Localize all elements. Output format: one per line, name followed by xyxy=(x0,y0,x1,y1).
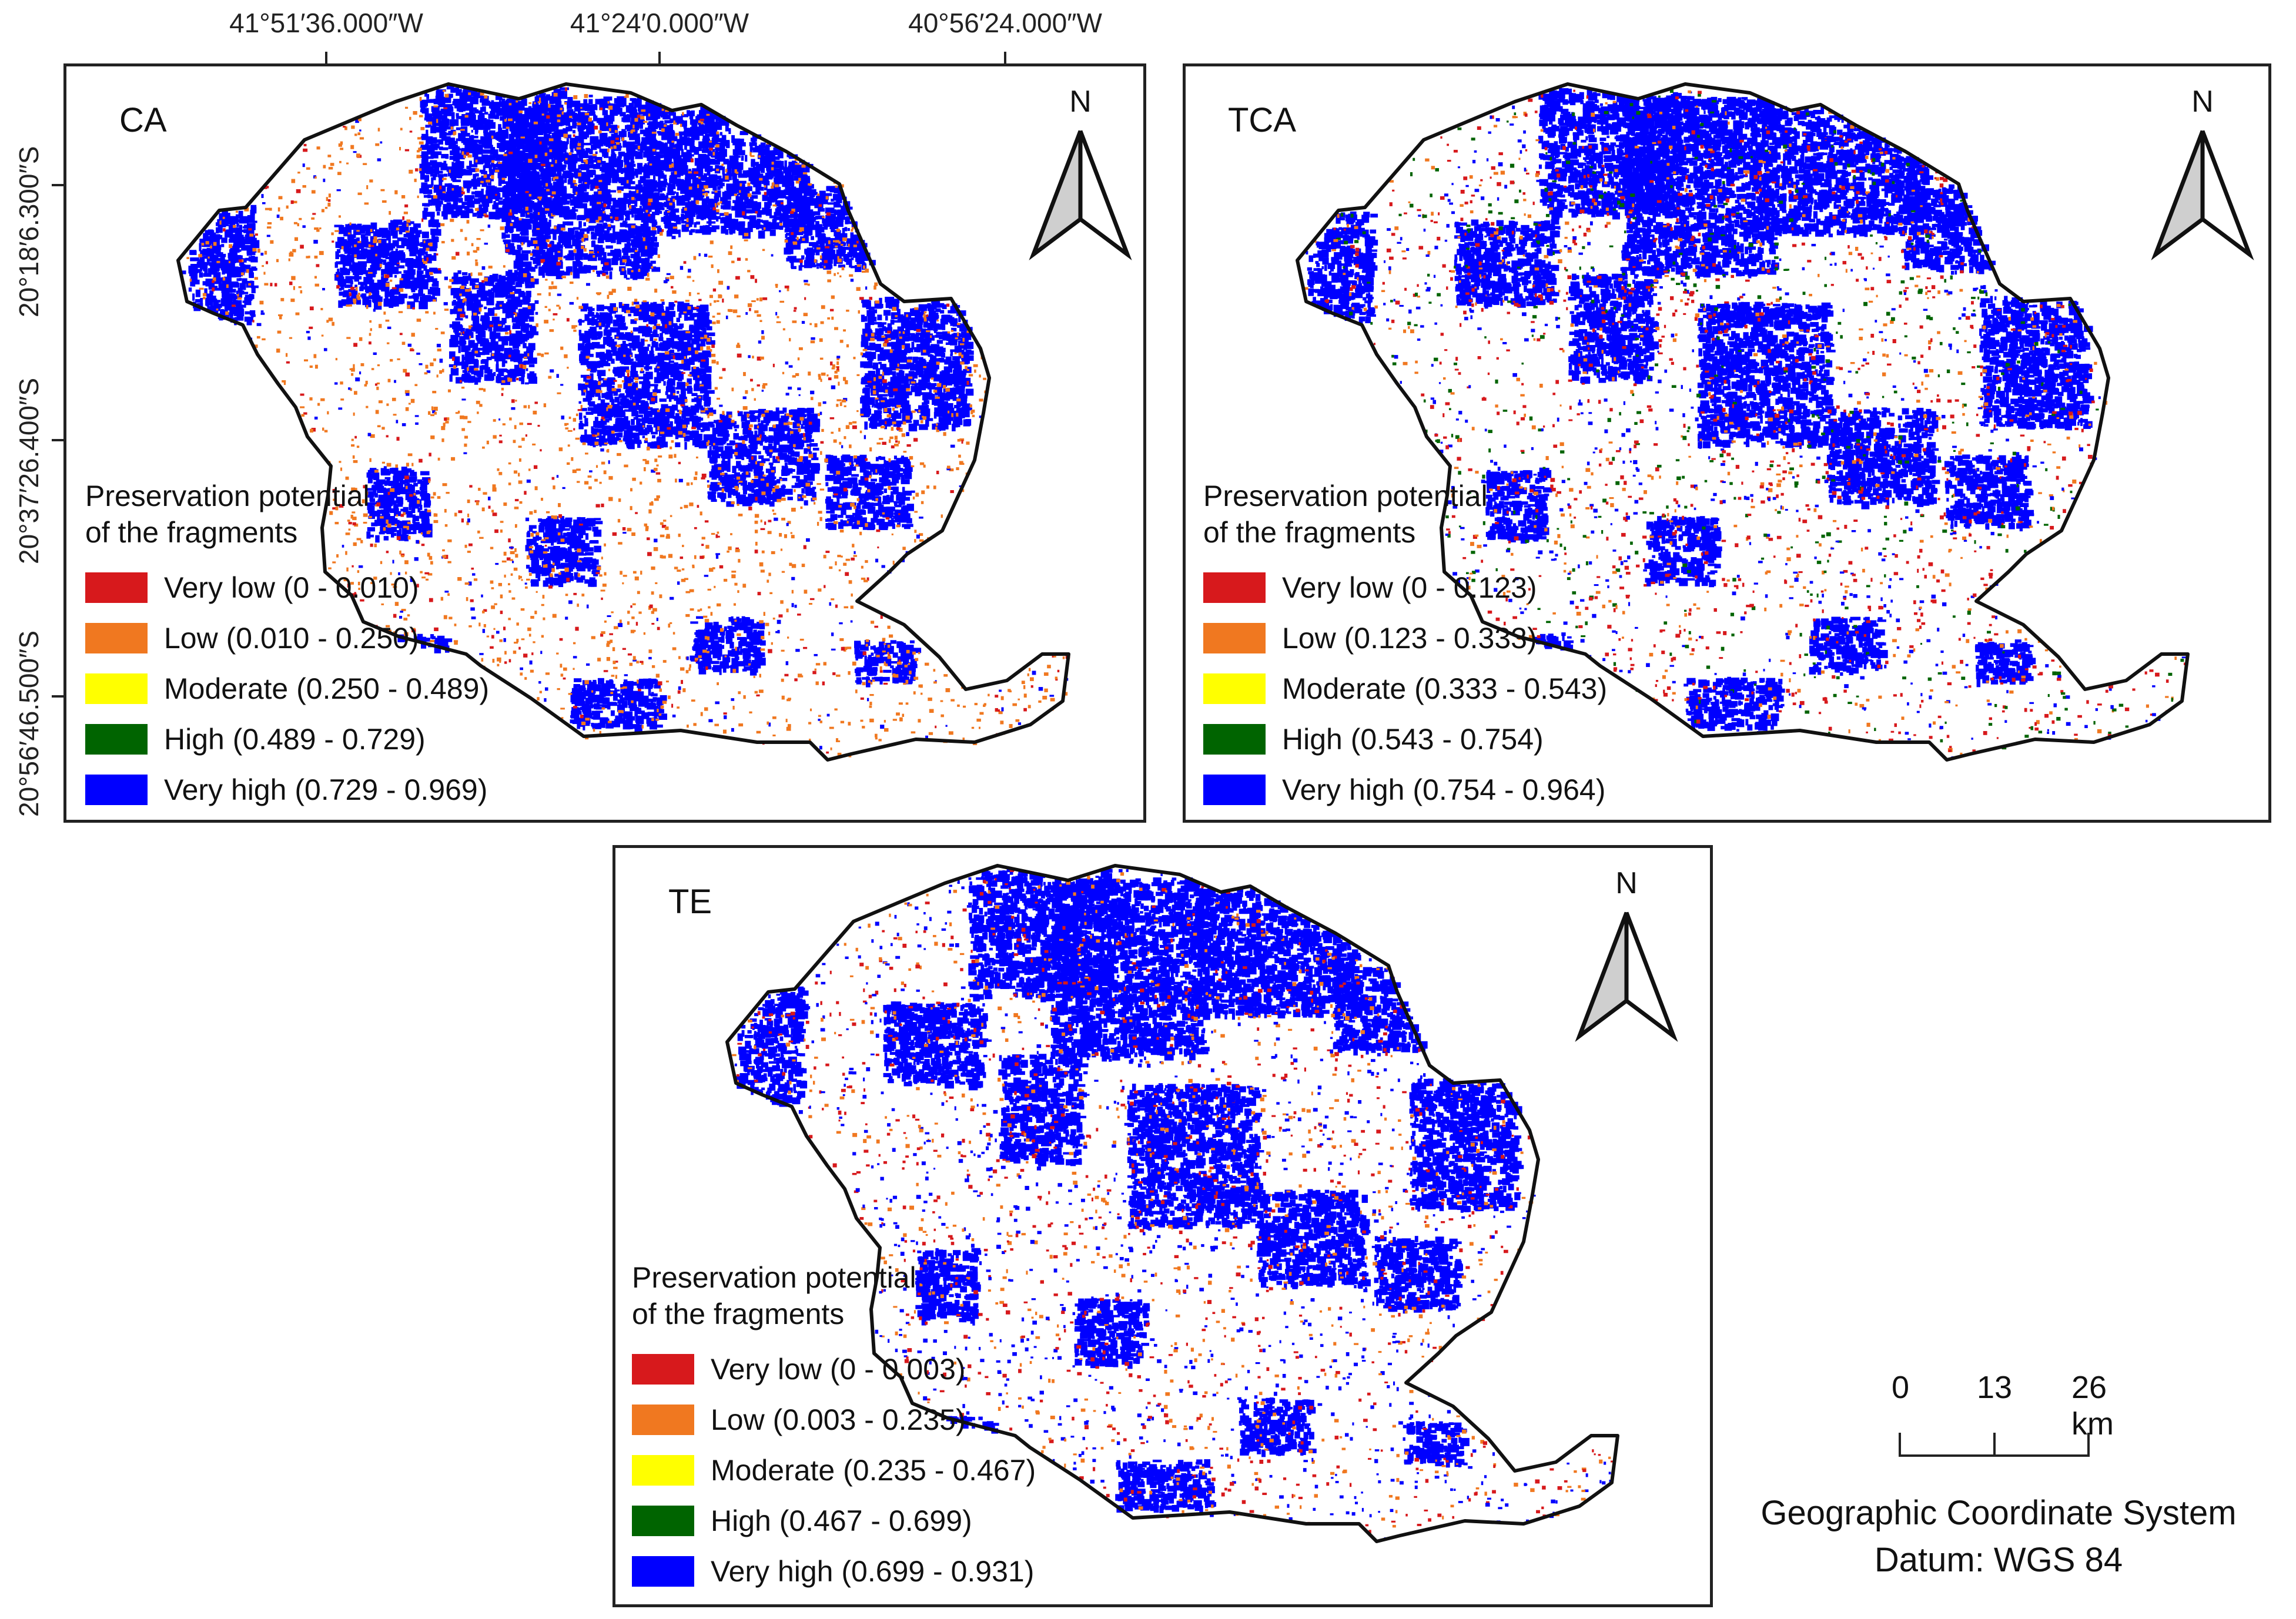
legend-swatch xyxy=(85,724,148,755)
legend-item-moderate: Moderate (0.235 - 0.467) xyxy=(632,1445,1036,1496)
legend-item-very-high: Very high (0.729 - 0.969) xyxy=(85,765,489,815)
north-letter: N xyxy=(1027,84,1133,119)
legend-swatch xyxy=(632,1556,694,1587)
legend-swatch xyxy=(85,572,148,603)
credits-line2: Datum: WGS 84 xyxy=(1722,1537,2275,1584)
legend-ca: Preservation potential of the fragments … xyxy=(85,478,489,815)
legend-label: Very high (0.754 - 0.964) xyxy=(1282,773,1605,807)
legend-label: Low (0.010 - 0.250) xyxy=(164,621,419,655)
longitude-tick-3 xyxy=(1004,52,1006,65)
latitude-tick-1 xyxy=(52,184,65,186)
legend-label: Moderate (0.235 - 0.467) xyxy=(711,1453,1036,1487)
legend-swatch xyxy=(632,1354,694,1385)
map-panel-ca: CA N Preservation potential of the fragm… xyxy=(63,63,1146,823)
basin-boundary xyxy=(1296,82,2190,762)
legend-label: High (0.467 - 0.699) xyxy=(711,1504,972,1538)
legend-title-line1: Preservation potential xyxy=(85,478,489,514)
legend-label: Very low (0 - 0.010) xyxy=(164,571,419,605)
latitude-label-2: 20°37′26.400″S xyxy=(13,378,45,564)
panel-label-te: TE xyxy=(668,882,712,921)
legend-label: Moderate (0.333 - 0.543) xyxy=(1282,672,1607,706)
legend-label: Low (0.003 - 0.235) xyxy=(711,1403,966,1437)
north-arrow-te: N xyxy=(1574,866,1679,1060)
legend-swatch xyxy=(632,1405,694,1435)
scale-bar: 0 13 26 km xyxy=(1892,1369,2114,1463)
basin-boundary xyxy=(176,82,1070,762)
map-te xyxy=(725,864,1619,1543)
legend-item-very-high: Very high (0.699 - 0.931) xyxy=(632,1546,1036,1597)
map-panel-tca: TCA N Preservation potential of the frag… xyxy=(1183,63,2271,823)
legend-label: Very high (0.729 - 0.969) xyxy=(164,773,487,807)
fragment-pixels xyxy=(182,86,1070,757)
legend-item-very-low: Very low (0 - 0.123) xyxy=(1203,562,1607,613)
longitude-label-3: 40°56′24.000″W xyxy=(908,7,1102,39)
legend-swatch xyxy=(1203,572,1266,603)
legend-title-line2: of the fragments xyxy=(1203,514,1607,551)
legend-label: Low (0.123 - 0.333) xyxy=(1282,621,1537,655)
north-arrow-ca: N xyxy=(1027,84,1133,278)
legend-item-very-high: Very high (0.754 - 0.964) xyxy=(1203,765,1607,815)
legend-label: Very high (0.699 - 0.931) xyxy=(711,1554,1034,1588)
legend-label: High (0.543 - 0.754) xyxy=(1282,722,1544,756)
legend-item-high: High (0.489 - 0.729) xyxy=(85,714,489,765)
legend-swatch xyxy=(1203,673,1266,704)
legend-label: Very low (0 - 0.123) xyxy=(1282,571,1537,605)
panel-label-tca: TCA xyxy=(1228,100,1296,140)
legend-item-low: Low (0.003 - 0.235) xyxy=(632,1395,1036,1445)
legend-swatch xyxy=(632,1455,694,1486)
latitude-label-3: 20°56′46.500″S xyxy=(13,631,45,817)
panel-label-ca: CA xyxy=(119,100,167,140)
north-letter: N xyxy=(1574,866,1679,901)
coordinate-system-note: Geographic Coordinate System Datum: WGS … xyxy=(1722,1490,2275,1584)
legend-swatch xyxy=(1203,724,1266,755)
legend-item-high: High (0.543 - 0.754) xyxy=(1203,714,1607,765)
latitude-label-1: 20°18′6.300″S xyxy=(13,146,45,317)
legend-item-low: Low (0.123 - 0.333) xyxy=(1203,613,1607,663)
scale-tick-0 xyxy=(1899,1433,1901,1457)
legend-title-line1: Preservation potential xyxy=(632,1259,1036,1296)
legend-item-very-low: Very low (0 - 0.003) xyxy=(632,1344,1036,1395)
legend-label: High (0.489 - 0.729) xyxy=(164,722,426,756)
credits-line1: Geographic Coordinate System xyxy=(1722,1490,2275,1537)
map-panel-te: TE N Preservation potential of the fragm… xyxy=(613,845,1713,1607)
fragment-pixels xyxy=(732,867,1614,1540)
fragment-pixels xyxy=(1304,88,2188,760)
latitude-tick-3 xyxy=(52,695,65,698)
longitude-label-2: 41°24′0.000″W xyxy=(570,7,749,39)
scale-label-26: 26 km xyxy=(2071,1369,2114,1442)
legend-swatch xyxy=(1203,623,1266,653)
scale-label-13: 13 xyxy=(1977,1369,2012,1406)
scale-tick-26 xyxy=(2087,1433,2090,1457)
legend-swatch xyxy=(632,1506,694,1536)
legend-title-line1: Preservation potential xyxy=(1203,478,1607,514)
legend-title-line2: of the fragments xyxy=(85,514,489,551)
north-arrow-tca: N xyxy=(2150,84,2255,278)
legend-item-very-low: Very low (0 - 0.010) xyxy=(85,562,489,613)
legend-swatch xyxy=(1203,775,1266,805)
legend-swatch xyxy=(85,623,148,653)
legend-te: Preservation potential of the fragments … xyxy=(632,1259,1036,1597)
legend-item-high: High (0.467 - 0.699) xyxy=(632,1496,1036,1546)
map-tca xyxy=(1296,82,2190,762)
longitude-label-1: 41°51′36.000″W xyxy=(229,7,423,39)
legend-label: Moderate (0.250 - 0.489) xyxy=(164,672,489,706)
basin-boundary xyxy=(725,864,1619,1543)
legend-swatch xyxy=(85,775,148,805)
legend-item-moderate: Moderate (0.250 - 0.489) xyxy=(85,663,489,714)
map-ca xyxy=(176,82,1070,762)
legend-label: Very low (0 - 0.003) xyxy=(711,1352,966,1386)
north-letter: N xyxy=(2150,84,2255,119)
longitude-tick-2 xyxy=(658,52,661,65)
legend-item-low: Low (0.010 - 0.250) xyxy=(85,613,489,663)
longitude-tick-1 xyxy=(325,52,327,65)
legend-title-line2: of the fragments xyxy=(632,1296,1036,1332)
legend-item-moderate: Moderate (0.333 - 0.543) xyxy=(1203,663,1607,714)
scale-tick-13 xyxy=(1993,1433,1996,1457)
scale-label-0: 0 xyxy=(1892,1369,1909,1406)
legend-swatch xyxy=(85,673,148,704)
latitude-tick-2 xyxy=(52,439,65,441)
legend-tca: Preservation potential of the fragments … xyxy=(1203,478,1607,815)
